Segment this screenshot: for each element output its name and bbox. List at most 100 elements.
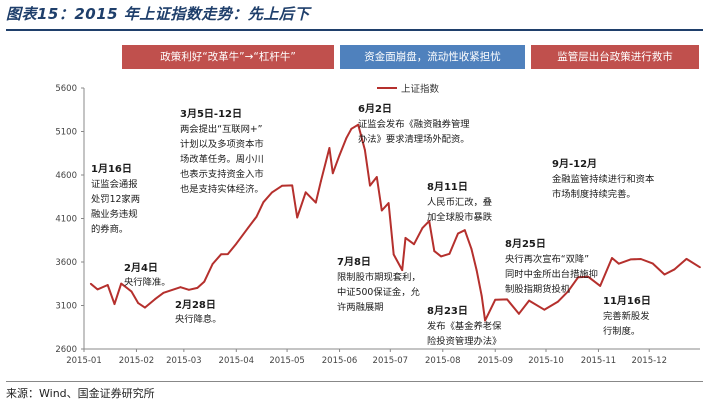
y-tick-label: 3600 [55, 258, 77, 268]
annotation-line: 两会提出“互联网+” [180, 123, 263, 135]
annotation-line: 央行再次宣布“双降” [505, 253, 589, 265]
data-point [369, 184, 371, 187]
annotation-date: 6月2日 [358, 103, 392, 115]
data-point [663, 273, 666, 276]
data-point [291, 184, 294, 187]
annotation-date: 8月23日 [427, 305, 468, 317]
x-tick-label: 2015-10 [528, 356, 564, 366]
data-point [255, 215, 258, 218]
data-point [296, 216, 299, 219]
x-tick-label: 2015-11 [581, 356, 617, 366]
data-point [345, 137, 348, 140]
data-point [518, 312, 520, 315]
data-point [314, 201, 317, 204]
annotation-line: 制股指期货投机 [505, 283, 571, 295]
y-tick-label: 5100 [55, 128, 77, 138]
annotation-line: 加全球股市暴跌 [427, 211, 492, 223]
data-point [188, 288, 190, 291]
annotation-line: 险投资管理办法》 [427, 335, 501, 347]
data-point [463, 229, 466, 232]
annotation-line: 市场制度持续完善。 [552, 188, 636, 200]
annotation-date: 8月11日 [427, 181, 468, 193]
data-point [137, 302, 140, 304]
annotation-date: 9月-12月 [552, 158, 597, 170]
y-tick-label: 4600 [55, 171, 77, 181]
data-point [357, 123, 360, 126]
data-point [421, 227, 424, 229]
index-line-chart: 上证指数 2600 3100 3600 4100 4600 5100 5600 2015-0… [55, 83, 701, 366]
data-point [673, 268, 676, 271]
figure-title: 图表15：2015 年上证指数走势：先上后下 [6, 5, 310, 23]
annotation-line: 发布《基金养老保 [427, 320, 502, 332]
legend-label: 上证指数 [401, 83, 440, 95]
annotation-feb4: 2月4日 央行降准。 [124, 262, 171, 288]
data-point [480, 295, 483, 297]
data-point [448, 252, 451, 255]
data-point [433, 250, 436, 253]
annotation-jun2: 6月2日 证监会发布《融资融券管理 办法》要求清理场外配资。 [358, 103, 473, 145]
annotation-aug23: 8月23日 发布《基金养老保 险投资管理办法》 [427, 305, 504, 347]
data-point [179, 286, 182, 289]
data-point [226, 253, 229, 256]
data-point [211, 263, 214, 265]
data-point [154, 298, 157, 300]
data-point [364, 149, 366, 151]
x-tick-label: 2015-08 [425, 356, 461, 366]
phase-banner-policy-bull: 政策利好“改革牛”→“杠杆牛” [122, 45, 334, 69]
data-point [484, 319, 486, 322]
annotation-line: 也表示支持资金入市 [180, 168, 264, 180]
x-axis-ticks: 2015-01 2015-02 2015-03 2015-04 2015-05 2015-… [66, 349, 667, 366]
data-point [262, 201, 265, 204]
data-point [120, 282, 123, 285]
data-point [96, 288, 99, 291]
data-point [338, 154, 341, 157]
data-point [599, 285, 602, 287]
annotation-mar5-12: 3月5日-12日 两会提出“互联网+” 计划以及多项资本市 场改革任务。周小川 … [180, 108, 267, 195]
footer-divider [6, 381, 703, 382]
x-tick-label: 2015-06 [322, 356, 358, 366]
data-point [528, 299, 530, 302]
data-point [235, 242, 238, 245]
data-point [304, 191, 307, 194]
annotation-jan16: 1月16日 证监会通报 处罚12家两 融业务违规 的券商。 [91, 163, 143, 235]
data-point [331, 172, 334, 175]
annotation-nov16: 11月16日 完善新股发 行制度。 [603, 295, 654, 337]
data-point [270, 191, 273, 194]
annotation-line: 办法》要求清理场外配资。 [358, 133, 470, 145]
annotation-line: 计划以及多项资本市 [180, 138, 264, 150]
annotation-date: 7月8日 [337, 256, 371, 268]
data-point [401, 269, 404, 271]
annotation-line: 融业务违规 [91, 208, 138, 220]
y-tick-label: 4100 [55, 215, 77, 225]
x-tick-label: 2015-12 [631, 356, 667, 366]
data-point [328, 147, 331, 149]
data-point [203, 280, 206, 283]
annotation-line: 完善新股发 [603, 310, 650, 322]
data-point [494, 298, 497, 301]
data-point [629, 258, 632, 261]
y-tick-label: 2600 [55, 345, 77, 355]
x-tick-label: 2015-09 [477, 356, 513, 366]
data-point [577, 276, 580, 279]
data-point [428, 220, 431, 223]
y-tick-label: 5600 [55, 84, 77, 94]
annotation-line: 中证500保证金，允 [337, 286, 420, 298]
data-point [611, 257, 613, 259]
data-point [543, 308, 546, 311]
data-point [144, 306, 146, 309]
data-point [587, 275, 590, 278]
annotation-date: 2月4日 [124, 262, 158, 274]
data-point [89, 282, 92, 285]
data-point [475, 269, 478, 271]
figure-source: 来源：Wind、国金证券研究所 [6, 387, 155, 400]
annotation-line: 央行降息。 [175, 313, 222, 325]
data-point [567, 290, 569, 293]
data-point [196, 287, 199, 289]
data-point [220, 253, 223, 256]
annotation-date: 3月5日-12日 [180, 108, 242, 120]
annotation-aug25: 8月25日 央行再次宣布“双降” 同时中金所出台措施抑 制股指期货投机 [505, 238, 601, 295]
data-point [470, 248, 473, 251]
data-point [457, 232, 459, 235]
annotation-date: 1月16日 [91, 163, 132, 175]
data-point [413, 243, 415, 246]
